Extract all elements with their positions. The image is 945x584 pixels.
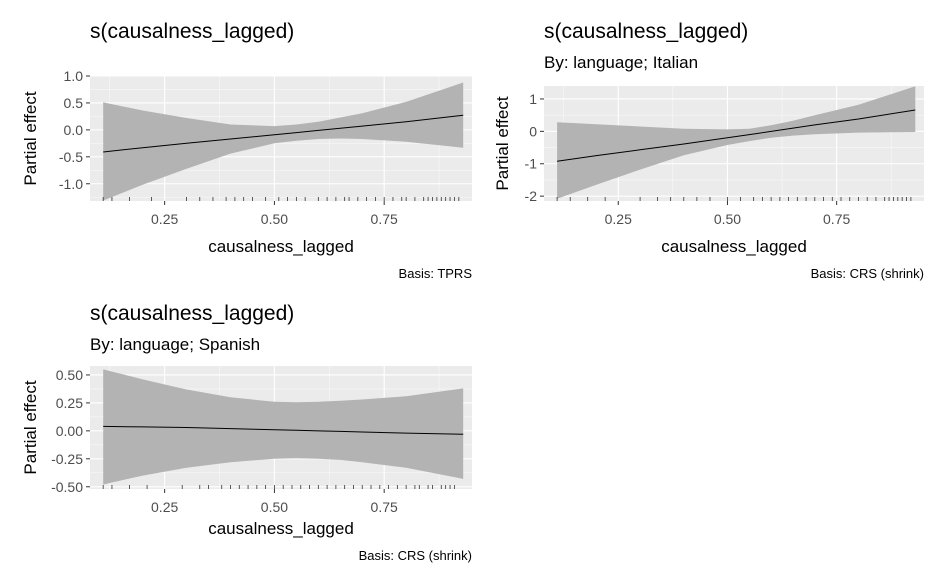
fitted-smooth-line <box>557 109 916 162</box>
y-tick-label: 0.00 <box>56 423 83 439</box>
y-tick-label: 0 <box>529 123 537 139</box>
y-tick-label: -0.50 <box>51 479 83 495</box>
basis-caption: Basis: TPRS <box>399 266 473 281</box>
x-axis-title: causalness_lagged <box>208 237 354 256</box>
chart-panel-1: s(causalness_lagged) 0.25 0.50 0.75 -1.0 -0.5… <box>21 20 472 281</box>
chart-title: s(causalness_lagged) <box>90 302 294 325</box>
chart-subtitle: By: language; Italian <box>544 53 698 72</box>
y-tick-label: 1 <box>529 91 537 107</box>
y-tick-label: 0.25 <box>56 395 83 411</box>
y-tick-label: 0.0 <box>64 122 84 138</box>
y-tick-label: 0.50 <box>56 367 83 383</box>
x-tick-label: 0.75 <box>371 499 398 515</box>
chart-panel-3: s(causalness_lagged) By: language; Spanis… <box>21 302 472 563</box>
basis-caption: Basis: CRS (shrink) <box>811 266 924 281</box>
fitted-smooth-line <box>103 114 464 153</box>
chart-title: s(causalness_lagged) <box>544 20 748 43</box>
y-tick-label: -0.25 <box>51 451 83 467</box>
basis-caption: Basis: CRS (shrink) <box>359 548 472 563</box>
chart-panel-2: s(causalness_lagged) By: language; Italia… <box>493 20 924 281</box>
x-tick-label: 0.75 <box>823 211 850 227</box>
y-tick-label: -1 <box>525 156 538 172</box>
y-tick-label: -1.0 <box>59 176 83 192</box>
confidence-band <box>557 86 916 199</box>
chart-title: s(causalness_lagged) <box>90 20 294 43</box>
y-tick-label: -0.5 <box>59 149 83 165</box>
y-axis-title: Partial effect <box>21 380 40 474</box>
x-tick-label: 0.75 <box>371 211 398 227</box>
confidence-band <box>103 369 464 485</box>
x-tick-label: 0.50 <box>714 211 741 227</box>
y-axis-title: Partial effect <box>21 91 40 185</box>
fitted-smooth-line <box>103 425 464 435</box>
x-axis-title: causalness_lagged <box>661 237 807 256</box>
x-tick-label: 0.25 <box>151 211 178 227</box>
y-tick-label: -2 <box>525 188 538 204</box>
chart-subtitle: By: language; Spanish <box>90 335 260 354</box>
x-tick-label: 0.50 <box>261 499 288 515</box>
y-tick-label: 0.5 <box>64 95 84 111</box>
y-tick-label: 1.0 <box>64 68 84 84</box>
x-tick-label: 0.25 <box>605 211 632 227</box>
confidence-band <box>103 82 464 201</box>
x-tick-label: 0.50 <box>261 211 288 227</box>
y-axis-title: Partial effect <box>493 96 512 190</box>
x-axis-title: causalness_lagged <box>208 519 354 538</box>
x-tick-label: 0.25 <box>151 499 178 515</box>
